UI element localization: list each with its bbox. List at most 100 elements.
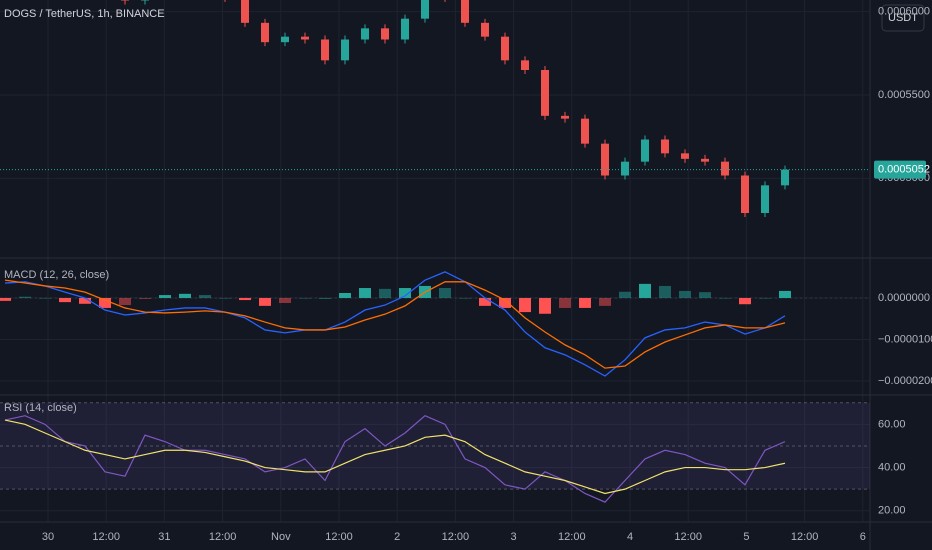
x-tick-label: 31	[158, 531, 170, 543]
histogram-bar	[279, 297, 291, 303]
candle	[661, 139, 669, 154]
currency-button[interactable]	[881, 4, 925, 32]
candle	[401, 18, 409, 40]
last-price-label: 0.0005052	[878, 164, 930, 176]
x-tick-label: 2	[394, 531, 400, 543]
histogram-bar	[519, 297, 531, 313]
candle	[381, 28, 389, 40]
candle	[361, 28, 369, 40]
histogram-bar	[459, 297, 471, 299]
x-tick-label: 6	[860, 531, 866, 543]
candle	[601, 143, 609, 176]
y-tick-label: 20.00	[878, 505, 906, 517]
histogram-bar	[599, 297, 611, 306]
histogram-bar	[619, 291, 631, 298]
x-tick-label: 5	[743, 531, 749, 543]
histogram-bar	[379, 288, 391, 298]
histogram-bar	[259, 297, 271, 306]
histogram-bar	[99, 297, 111, 308]
histogram-bar	[59, 297, 71, 303]
histogram-bar	[559, 297, 571, 308]
candle	[341, 39, 349, 61]
candle	[721, 161, 729, 176]
marks	[0, 0, 870, 503]
candle	[541, 70, 549, 116]
histogram-bar	[779, 290, 791, 298]
x-tick-label: 12:00	[791, 531, 819, 543]
histogram-bar	[39, 297, 51, 299]
y-tick-label: 60.00	[878, 418, 906, 430]
x-tick-label: 30	[42, 531, 54, 543]
y-tick-label: 0.0006000	[878, 6, 930, 18]
histogram-bar	[119, 297, 131, 306]
histogram-bar	[759, 297, 771, 299]
candle	[641, 139, 649, 162]
x-tick-label: 12:00	[558, 531, 586, 543]
histogram-bar	[339, 293, 351, 298]
x-tick-label: 4	[627, 531, 633, 543]
candle	[701, 158, 709, 162]
x-tick-label: 12:00	[92, 531, 120, 543]
candle	[121, 0, 129, 1]
x-tick-label: 12:00	[674, 531, 702, 543]
histogram-bar	[439, 288, 451, 298]
x-tick-label: 12:00	[209, 531, 237, 543]
rsi-label: RSI (14, close)	[4, 402, 77, 414]
candle	[761, 185, 769, 213]
y-tick-label: 0.0000000	[878, 292, 930, 304]
y-tick-label: 0.0005500	[878, 89, 930, 101]
candle	[781, 169, 789, 186]
histogram-bar	[359, 288, 371, 298]
candle	[141, 0, 149, 1]
histogram-bar	[639, 283, 651, 298]
grid	[0, 0, 870, 522]
histogram-bar	[399, 288, 411, 298]
histogram-bar	[299, 297, 311, 299]
candle	[301, 36, 309, 40]
rsi-line	[4, 419, 786, 495]
candle	[621, 161, 629, 176]
histogram-bar	[159, 295, 171, 298]
histogram-bar	[179, 293, 191, 298]
candle	[681, 153, 689, 159]
x-tick-label: 12:00	[442, 531, 470, 543]
rsi-line	[4, 415, 786, 503]
histogram-bar	[0, 297, 11, 301]
candle	[461, 0, 469, 23]
candle	[481, 22, 489, 37]
candle	[741, 175, 749, 213]
macd-label: MACD (12, 26, close)	[4, 269, 109, 281]
histogram-bar	[539, 297, 551, 314]
candle	[241, 0, 249, 23]
candle	[521, 60, 529, 70]
histogram-bar	[479, 297, 491, 306]
x-tick-label: Nov	[271, 531, 291, 543]
currency-label[interactable]: USDT	[888, 12, 918, 24]
candle	[581, 118, 589, 144]
y-tick-label: −0.0000200	[878, 375, 932, 387]
y-tick-label: −0.0000100	[878, 333, 932, 345]
candle	[421, 0, 429, 19]
histogram-bar	[659, 285, 671, 298]
histogram-bar	[19, 296, 31, 298]
histogram-bar	[219, 297, 231, 299]
histogram-bar	[239, 297, 251, 301]
histogram-bar	[319, 297, 331, 299]
histogram-bar	[499, 297, 511, 308]
histogram-bar	[79, 297, 91, 304]
x-tick-label: 12:00	[325, 531, 353, 543]
y-tick-label: 40.00	[878, 461, 906, 473]
candle	[261, 22, 269, 43]
last-price-box	[874, 160, 926, 179]
candle	[281, 36, 289, 43]
chart-title: DOGS / TetherUS, 1h, BINANCE	[4, 8, 165, 20]
histogram-bar	[199, 295, 211, 298]
histogram-bar	[139, 297, 151, 299]
macd-line	[4, 271, 786, 377]
candle	[321, 39, 329, 61]
x-tick-label: 3	[511, 531, 517, 543]
histogram-bar	[679, 290, 691, 298]
candle	[561, 115, 569, 119]
